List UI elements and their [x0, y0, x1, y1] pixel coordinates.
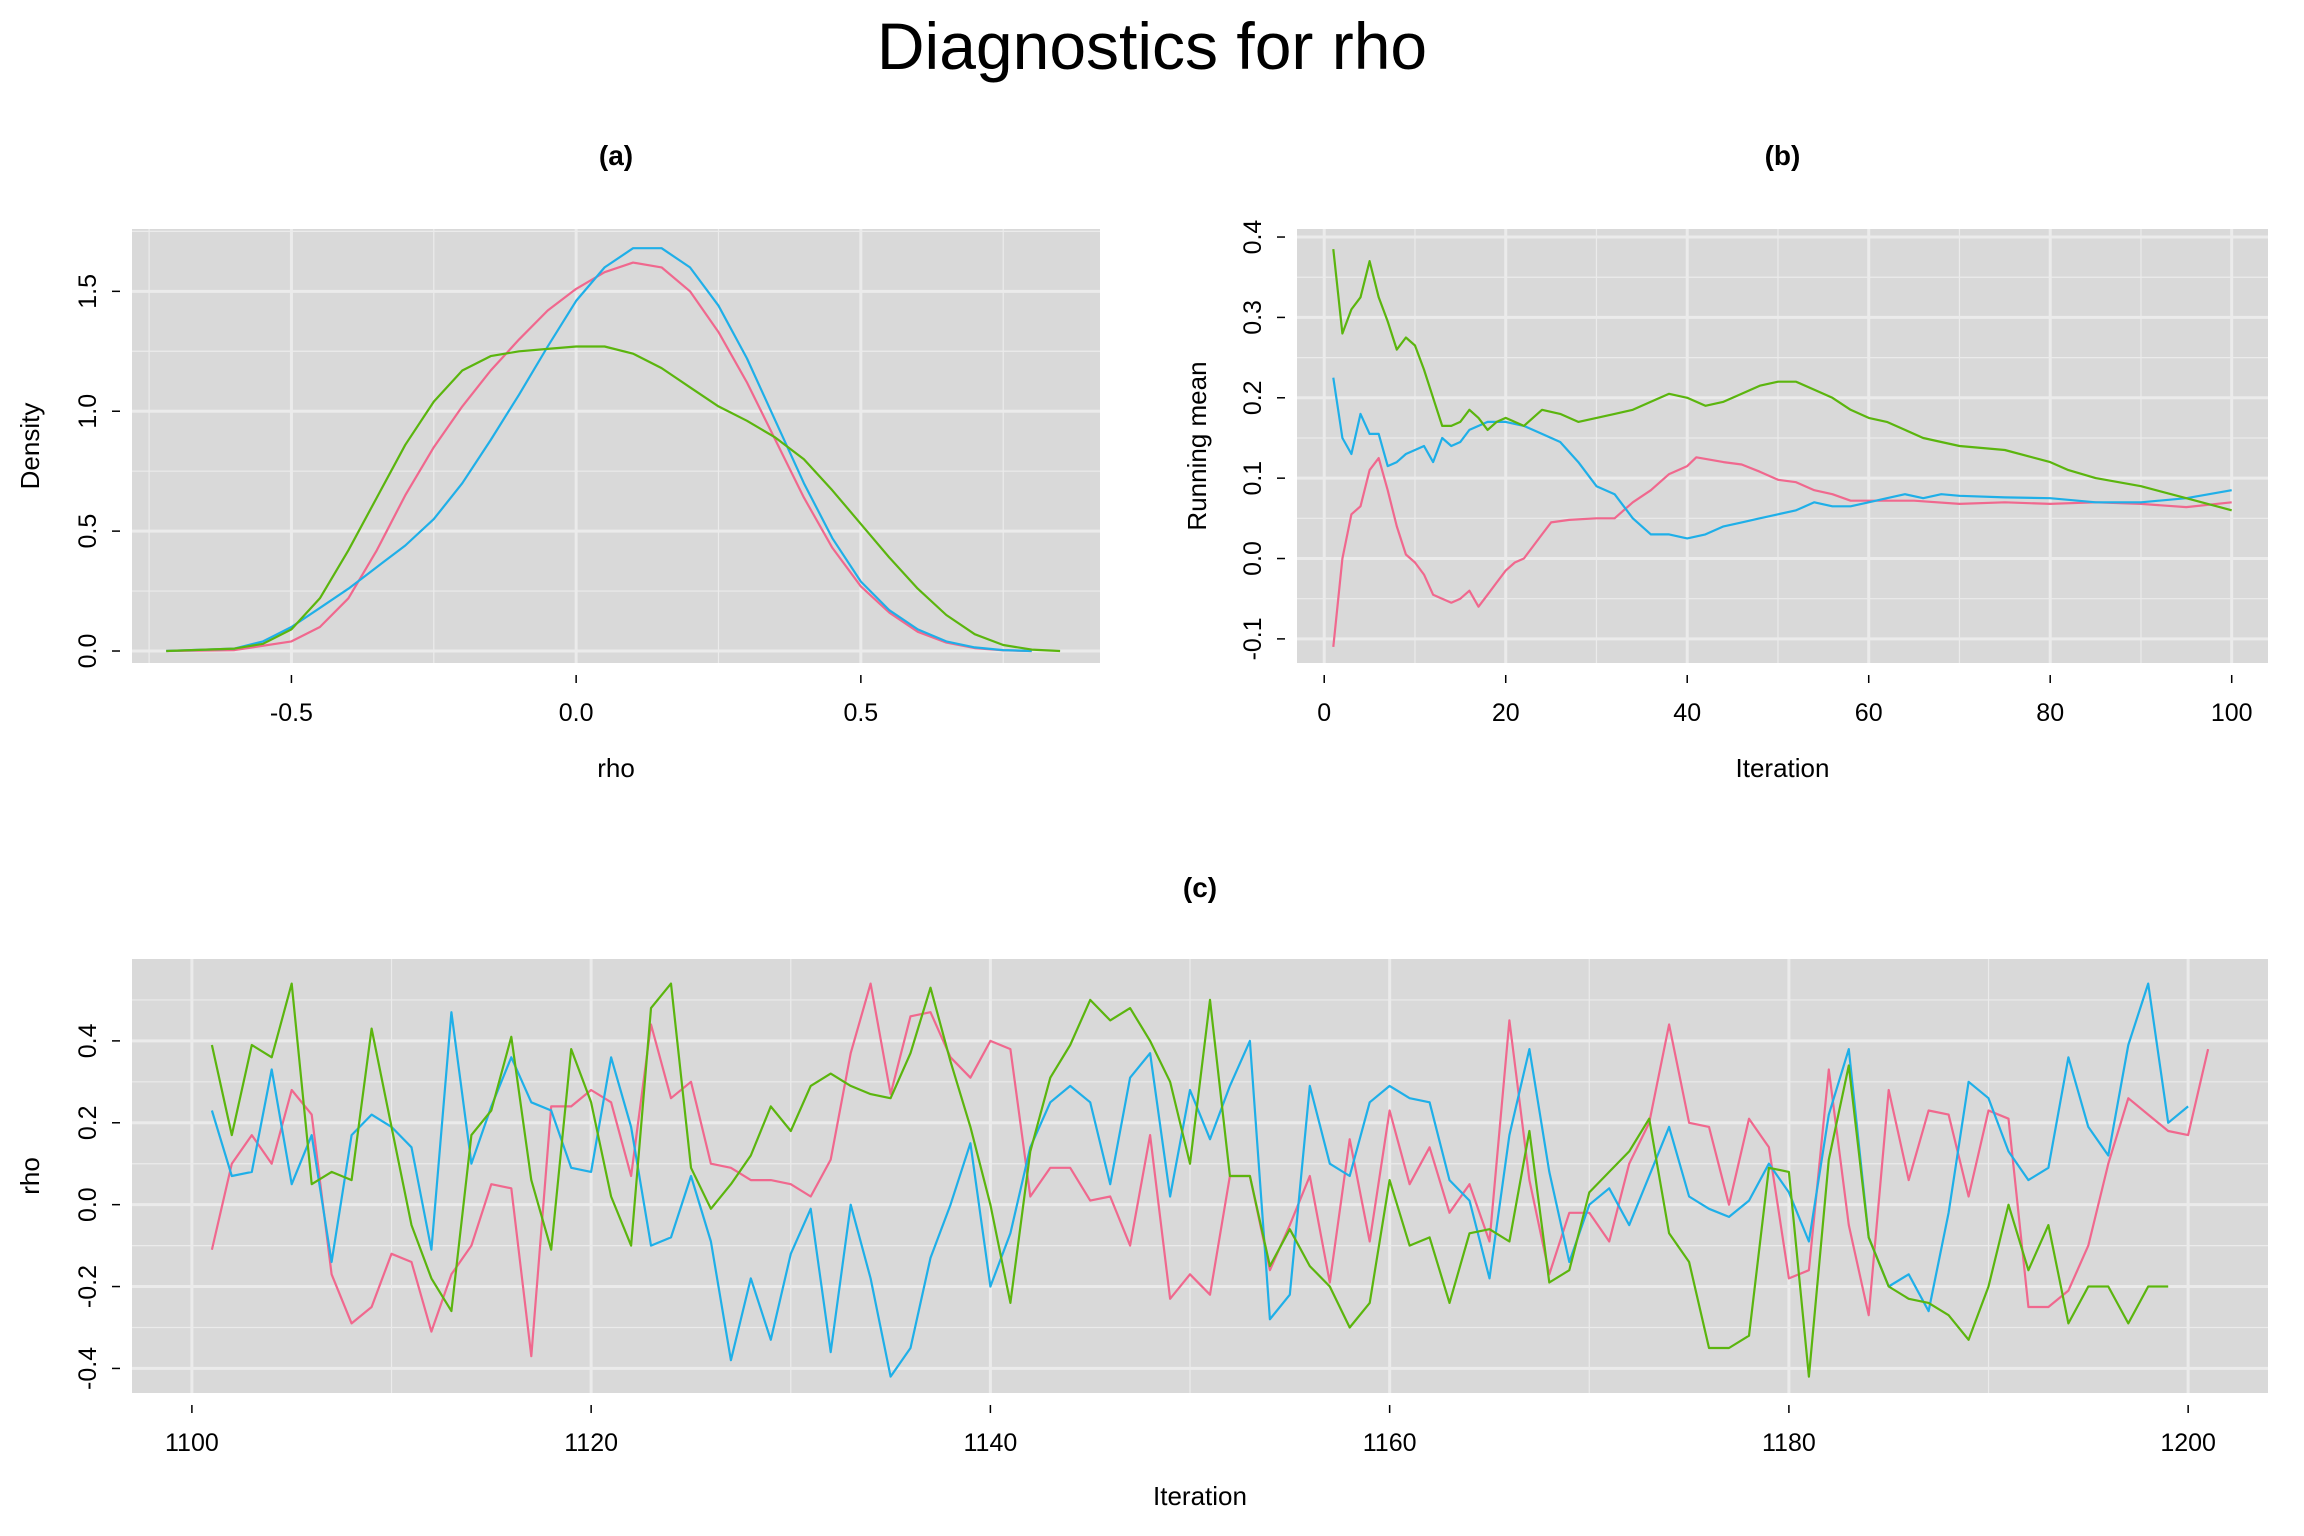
x-axis-label: Iteration: [1153, 1481, 1247, 1511]
panel-title: (c): [1183, 872, 1217, 903]
x-axis-label: Iteration: [1736, 753, 1830, 783]
x-tick-label: -0.5: [270, 699, 313, 727]
panel-a: -0.5 0.0 0.5 0.0 0.5 1.0 1.5 (a) rho Density: [15, 140, 1100, 783]
y-axis-label: rho: [15, 1157, 45, 1195]
y-tick-label: 0.4: [1239, 220, 1267, 255]
y-tick-label: 1.5: [74, 274, 102, 309]
x-axis-label: rho: [597, 753, 635, 783]
y-tick-label: -0.4: [74, 1347, 102, 1390]
y-tick-label: 0.0: [74, 1187, 102, 1222]
x-tick-label: 20: [1492, 699, 1520, 727]
y-tick-label: 0.2: [1239, 380, 1267, 415]
x-tick-label: 1120: [564, 1429, 618, 1457]
y-tick-label: 0.1: [1239, 461, 1267, 496]
x-tick-label: 60: [1855, 699, 1883, 727]
x-tick-label: 0.0: [559, 699, 594, 727]
x-tick-label: 0.5: [843, 699, 878, 727]
series-line-2: [1332, 377, 2232, 540]
series-line-1: [210, 982, 2210, 1358]
panel-background: [1297, 229, 2268, 663]
figure-title: Diagnostics for rho: [876, 9, 1428, 83]
x-tick-label: 40: [1673, 699, 1701, 727]
x-tick-label: 1180: [1762, 1429, 1816, 1457]
panel-title: (a): [599, 140, 633, 171]
x-tick-label: 1160: [1363, 1429, 1417, 1457]
panel-title: (b): [1765, 140, 1801, 171]
y-tick-label: -0.2: [74, 1265, 102, 1308]
series-line-3: [166, 345, 1061, 653]
series-line-2: [210, 982, 2189, 1378]
series-line-3: [1332, 248, 2232, 512]
series-line-2: [166, 247, 1032, 653]
y-tick-label: -0.1: [1239, 617, 1267, 660]
x-tick-label: 0: [1317, 699, 1331, 727]
x-tick-label: 1200: [2160, 1429, 2216, 1457]
y-axis-label: Density: [15, 403, 45, 490]
y-tick-label: 0.0: [1239, 541, 1267, 576]
x-tick-label: 80: [2036, 699, 2064, 727]
y-axis-label: Running mean: [1182, 361, 1212, 530]
y-tick-label: 0.0: [74, 634, 102, 669]
y-tick-label: 0.2: [74, 1105, 102, 1140]
x-tick-label: 1100: [165, 1429, 219, 1457]
series-line-1: [166, 261, 1032, 653]
y-tick-label: 1.0: [74, 394, 102, 429]
panel-b: 0 20 40 60 80 100 -0.1 0.0 0.1 0.2 0.3 0.4 (b) Iterat…: [1182, 140, 2268, 783]
y-tick-label: 0.5: [74, 514, 102, 549]
panel-background: [132, 229, 1100, 663]
x-tick-label: 1140: [964, 1429, 1018, 1457]
panel-c: 1100 1120 1140 1160 1180 1200 -0.4 -0.2 0.0 0.2 0.…: [15, 872, 2268, 1511]
y-tick-label: 0.4: [74, 1023, 102, 1058]
x-tick-label: 100: [2211, 699, 2253, 727]
series-line-1: [1332, 456, 2232, 648]
y-tick-label: 0.3: [1239, 300, 1267, 335]
panel-background: [132, 959, 2268, 1393]
series-line-3: [210, 982, 2169, 1378]
